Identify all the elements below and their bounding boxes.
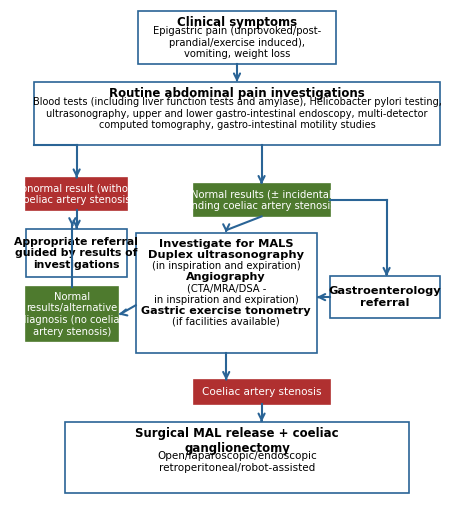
- FancyBboxPatch shape: [26, 288, 119, 341]
- Text: Open/laparoscopic/endoscopic
retroperitoneal/robot-assisted: Open/laparoscopic/endoscopic retroperito…: [157, 451, 317, 473]
- Text: Appropriate referral
guided by results of
investigations: Appropriate referral guided by results o…: [15, 237, 138, 270]
- Text: Gastric exercise tonometry: Gastric exercise tonometry: [141, 306, 311, 316]
- FancyBboxPatch shape: [138, 11, 336, 64]
- FancyBboxPatch shape: [26, 178, 127, 210]
- Text: Clinical symptoms: Clinical symptoms: [177, 16, 297, 29]
- Text: (CTA/MRA/DSA -: (CTA/MRA/DSA -: [187, 284, 266, 293]
- Text: Coeliac artery stenosis: Coeliac artery stenosis: [202, 387, 321, 398]
- Text: Abnormal result (without
coeliac artery stenosis): Abnormal result (without coeliac artery …: [14, 183, 138, 205]
- Text: Surgical MAL release + coeliac
ganglionectomy: Surgical MAL release + coeliac ganglione…: [135, 427, 339, 455]
- Text: (in inspiration and expiration): (in inspiration and expiration): [152, 261, 301, 271]
- Text: (if facilities available): (if facilities available): [173, 317, 280, 327]
- FancyBboxPatch shape: [26, 229, 127, 277]
- FancyBboxPatch shape: [35, 82, 439, 146]
- FancyBboxPatch shape: [194, 380, 330, 404]
- FancyBboxPatch shape: [136, 233, 317, 353]
- FancyBboxPatch shape: [330, 276, 439, 318]
- Text: in inspiration and expiration): in inspiration and expiration): [154, 295, 299, 304]
- FancyBboxPatch shape: [194, 184, 330, 216]
- FancyBboxPatch shape: [64, 422, 410, 493]
- Text: Gastroenterology
referral: Gastroenterology referral: [328, 287, 441, 308]
- Text: Duplex ultrasonography: Duplex ultrasonography: [148, 250, 304, 260]
- Text: Normal
results/alternative
diagnosis (no coeliac
artery stenosis): Normal results/alternative diagnosis (no…: [19, 292, 125, 336]
- Text: Epigastric pain (unprovoked/post-
prandial/exercise induced),
vomiting, weight l: Epigastric pain (unprovoked/post- prandi…: [153, 26, 321, 59]
- Text: Normal results (± incidental
finding coeliac artery stenosis): Normal results (± incidental finding coe…: [184, 190, 339, 211]
- Text: Blood tests (including liver function tests and amylase), Helicobacter pylori te: Blood tests (including liver function te…: [33, 97, 441, 130]
- Text: Investigate for MALS: Investigate for MALS: [159, 239, 293, 249]
- Text: Routine abdominal pain investigations: Routine abdominal pain investigations: [109, 87, 365, 100]
- Text: Angiography: Angiography: [186, 272, 266, 282]
